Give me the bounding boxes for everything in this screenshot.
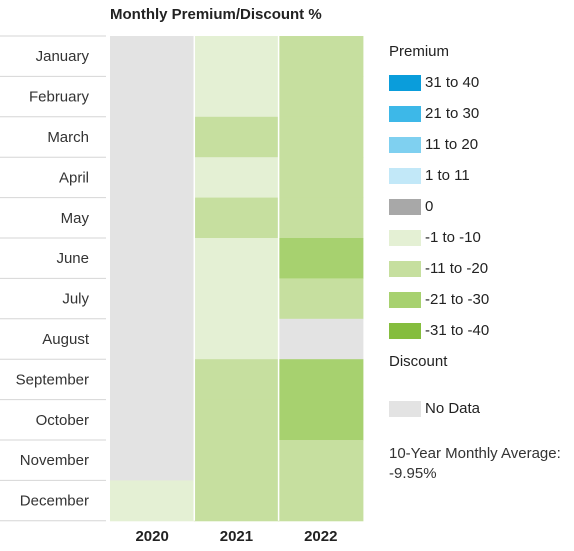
- heatmap-cell: [194, 116, 280, 158]
- legend-swatch: [389, 75, 421, 91]
- heatmap-cell: [278, 238, 364, 279]
- legend-swatch: [389, 168, 421, 184]
- legend-label: 1 to 11: [425, 167, 470, 184]
- legend-swatch: [389, 230, 421, 246]
- heatmap-cell: [194, 318, 280, 360]
- heatmap-cell: [194, 440, 280, 481]
- legend-swatch: [389, 106, 421, 122]
- heatmap-cell: [110, 399, 195, 441]
- legend-label: -21 to -30: [425, 291, 490, 308]
- heatmap-cell: [194, 76, 280, 118]
- heatmap-cell: [110, 480, 195, 522]
- heatmap-cell: [110, 197, 195, 239]
- heatmap-cell: [194, 399, 280, 441]
- heatmap-cell: [194, 36, 280, 77]
- heatmap-cell: [110, 238, 195, 279]
- heatmap-cell: [278, 359, 364, 401]
- heatmap-cell: [110, 278, 195, 320]
- month-label: April: [59, 169, 89, 186]
- month-label: January: [36, 48, 90, 65]
- heatmap-cell: [194, 238, 280, 279]
- year-label: 2022: [304, 528, 337, 545]
- legend-label: 11 to 20: [425, 136, 479, 153]
- legend-label: No Data: [425, 400, 481, 417]
- month-label: October: [36, 412, 89, 429]
- month-label: June: [56, 250, 89, 267]
- heatmap-cell: [110, 36, 195, 77]
- legend-label: 31 to 40: [425, 74, 480, 91]
- heatmap-cell: [278, 318, 364, 360]
- chart-title: Monthly Premium/Discount %: [110, 6, 322, 23]
- heatmap-cell: [194, 157, 280, 199]
- legend-swatch: [389, 137, 421, 153]
- legend-swatch: [389, 261, 421, 277]
- heatmap-cell: [278, 76, 364, 118]
- heatmap-cell: [194, 197, 280, 239]
- heatmap-cell: [278, 440, 364, 481]
- legend-discount-heading: Discount: [389, 353, 448, 370]
- heatmap-cell: [278, 197, 364, 239]
- year-label: 2020: [135, 528, 168, 545]
- legend-swatch: [389, 323, 421, 339]
- average-label: 10-Year Monthly Average:: [389, 445, 561, 462]
- heatmap-cell: [110, 359, 195, 401]
- legend-swatch: [389, 292, 421, 308]
- legend-label: -11 to -20: [425, 260, 489, 277]
- legend-label: -31 to -40: [425, 322, 490, 339]
- month-label: February: [29, 89, 90, 106]
- average-value: -9.95%: [389, 465, 437, 482]
- heatmap-cell: [278, 278, 364, 320]
- legend-label: 21 to 30: [425, 105, 480, 122]
- month-label: March: [47, 129, 89, 146]
- month-label: August: [42, 331, 90, 348]
- month-label: May: [61, 210, 90, 227]
- heatmap-cell: [110, 318, 195, 360]
- legend-label: -1 to -10: [425, 229, 481, 246]
- heatmap-cell: [110, 440, 195, 481]
- heatmap-cell: [278, 36, 364, 77]
- year-label: 2021: [220, 528, 253, 545]
- legend-premium-heading: Premium: [389, 43, 450, 60]
- heatmap-cell: [278, 116, 364, 158]
- heatmap-cell: [110, 76, 195, 118]
- legend-label: 0: [425, 198, 434, 215]
- heatmap-cell: [110, 157, 195, 199]
- heatmap-cell: [278, 157, 364, 199]
- monthly-average: 10-Year Monthly Average: -9.95%: [389, 444, 574, 484]
- legend-swatch: [389, 401, 421, 417]
- heatmap-cell: [110, 116, 195, 158]
- heatmap-chart: January February March April May June July Augu…: [0, 35, 364, 545]
- month-label: December: [20, 493, 89, 510]
- heatmap-cell: [194, 480, 280, 522]
- heatmap-cell: [194, 359, 280, 401]
- month-label: November: [20, 452, 89, 469]
- legend-swatch: [389, 199, 421, 215]
- month-label: September: [16, 371, 89, 388]
- month-label: July: [62, 291, 89, 308]
- heatmap-cell: [278, 399, 364, 441]
- heatmap-cell: [194, 278, 280, 320]
- heatmap-cell: [278, 480, 364, 522]
